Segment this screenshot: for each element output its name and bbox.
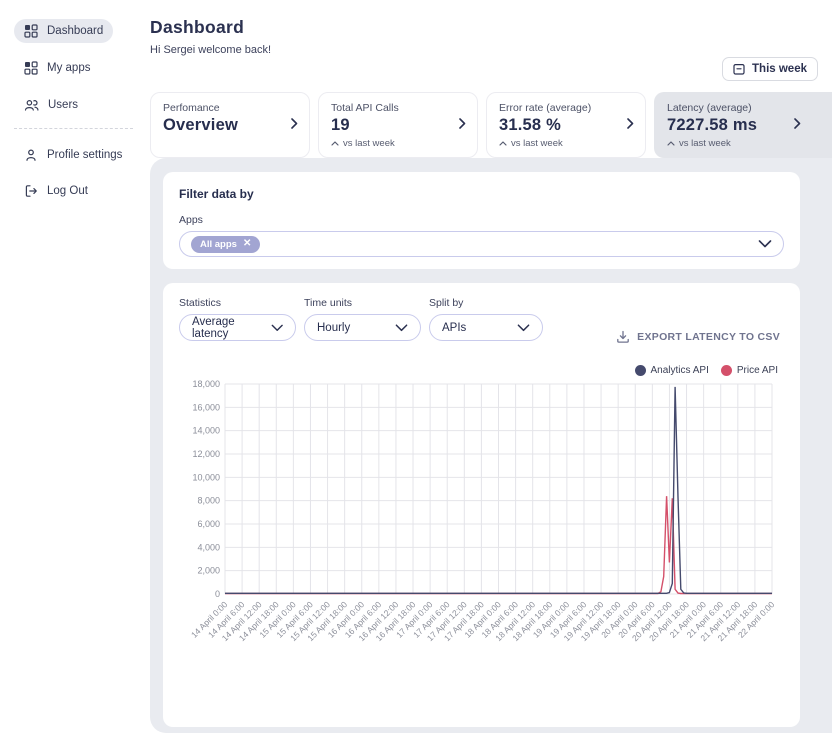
sidebar-item-label: Log Out	[47, 185, 88, 197]
statistics-label: Statistics	[179, 297, 296, 309]
stat-card-latency[interactable]: Latency (average) 7227.58 ms vs last wee…	[654, 92, 832, 158]
chip-label: All apps	[200, 239, 237, 250]
svg-text:16,000: 16,000	[192, 402, 220, 412]
svg-text:0: 0	[215, 589, 220, 599]
stat-card-label: Latency (average)	[667, 102, 819, 114]
chevron-right-icon	[459, 116, 466, 134]
chevron-down-icon	[758, 235, 772, 253]
stat-card-trend: vs last week	[667, 138, 819, 149]
calendar-icon	[733, 63, 745, 75]
grid-icon	[24, 61, 38, 75]
time-units-select[interactable]: Hourly	[304, 314, 421, 341]
stat-card-trend-label: vs last week	[679, 138, 731, 149]
svg-text:18,000: 18,000	[192, 379, 220, 389]
legend-item-price: Price API	[721, 365, 778, 376]
export-csv-label: EXPORT LATENCY TO CSV	[637, 331, 780, 343]
stat-card-error-rate[interactable]: Error rate (average) 31.58 % vs last wee…	[486, 92, 646, 158]
time-units-value: Hourly	[317, 322, 350, 334]
legend-label: Analytics API	[651, 365, 709, 376]
stat-card-trend: vs last week	[331, 138, 465, 149]
filter-panel: Filter data by Apps All apps ✕	[163, 172, 800, 269]
content-container: Filter data by Apps All apps ✕ Statistic…	[150, 158, 832, 733]
stat-card-label: Error rate (average)	[499, 102, 633, 114]
logout-icon	[24, 184, 38, 198]
chevron-down-icon	[517, 324, 530, 332]
export-csv-button[interactable]: EXPORT LATENCY TO CSV	[616, 330, 780, 344]
svg-text:8,000: 8,000	[197, 496, 220, 506]
time-units-label: Time units	[304, 297, 421, 309]
statistics-select[interactable]: Average latency	[179, 314, 296, 341]
chevron-down-icon	[271, 324, 283, 332]
sidebar-item-label: Profile settings	[47, 149, 122, 161]
split-by-value: APIs	[442, 322, 466, 334]
sidebar-item-label: Dashboard	[47, 25, 103, 37]
sidebar-item-label: My apps	[47, 62, 90, 74]
stat-card-total-api-calls[interactable]: Total API Calls 19 vs last week	[318, 92, 478, 158]
sidebar-item-dashboard[interactable]: Dashboard	[14, 19, 113, 43]
users-icon	[24, 98, 39, 112]
grid-icon	[24, 24, 38, 38]
chip-remove-icon[interactable]: ✕	[243, 239, 251, 249]
sidebar-item-label: Users	[48, 99, 78, 111]
stat-card-value: Overview	[163, 116, 297, 135]
chevron-down-icon	[395, 324, 408, 332]
download-icon	[616, 330, 630, 344]
apps-multiselect[interactable]: All apps ✕	[179, 231, 784, 257]
chevron-right-icon	[291, 116, 298, 134]
statistics-value: Average latency	[192, 316, 271, 340]
statistics-panel: Statistics Average latency Time units Ho…	[163, 283, 800, 727]
sidebar-item-profile-settings[interactable]: Profile settings	[14, 143, 132, 167]
this-week-button[interactable]: This week	[722, 57, 818, 81]
latency-chart: 0 2,000 4,000 6,000 8,000 10,000 12,000 14,000 1…	[179, 376, 784, 671]
chevron-right-icon	[627, 116, 634, 134]
stat-card-value: 19	[331, 116, 465, 135]
greeting-text: Hi Sergei welcome back!	[150, 44, 271, 56]
stat-card-performance[interactable]: Perfomance Overview	[150, 92, 310, 158]
split-by-select[interactable]: APIs	[429, 314, 543, 341]
stat-cards-row: Perfomance Overview Total API Calls 19 v…	[150, 92, 832, 158]
latency-chart-svg: 0 2,000 4,000 6,000 8,000 10,000 12,000 14,000 1…	[179, 376, 781, 666]
legend-dot	[635, 365, 646, 376]
sidebar-item-users[interactable]: Users	[14, 93, 88, 117]
all-apps-chip: All apps ✕	[191, 236, 260, 253]
stat-card-label: Perfomance	[163, 102, 297, 114]
stat-card-trend: vs last week	[499, 138, 633, 149]
legend-item-analytics: Analytics API	[635, 365, 709, 376]
svg-text:6,000: 6,000	[197, 519, 220, 529]
stat-card-label: Total API Calls	[331, 102, 465, 114]
stat-card-trend-label: vs last week	[343, 138, 395, 149]
apps-field-label: Apps	[179, 214, 784, 226]
legend-dot	[721, 365, 732, 376]
stat-card-trend-label: vs last week	[511, 138, 563, 149]
page-title: Dashboard	[150, 17, 244, 38]
chevron-right-icon	[794, 116, 801, 134]
time-units-control: Time units Hourly	[304, 297, 421, 341]
statistics-control: Statistics Average latency	[179, 297, 296, 341]
svg-text:10,000: 10,000	[192, 472, 220, 482]
svg-text:14,000: 14,000	[192, 426, 220, 436]
chevron-up-icon	[667, 141, 675, 146]
svg-text:4,000: 4,000	[197, 542, 220, 552]
chart-legend: Analytics API Price API	[179, 365, 784, 376]
svg-text:2,000: 2,000	[197, 566, 220, 576]
sidebar-item-my-apps[interactable]: My apps	[14, 56, 100, 80]
split-by-control: Split by APIs	[429, 297, 543, 341]
person-icon	[24, 148, 38, 162]
filter-title: Filter data by	[179, 187, 784, 201]
sidebar: Dashboard My apps Users Profile settings	[0, 0, 141, 748]
sidebar-divider	[14, 128, 133, 129]
legend-label: Price API	[737, 365, 778, 376]
sidebar-item-log-out[interactable]: Log Out	[14, 179, 98, 203]
stat-card-value: 31.58 %	[499, 116, 633, 135]
split-by-label: Split by	[429, 297, 543, 309]
svg-text:12,000: 12,000	[192, 449, 220, 459]
chevron-up-icon	[331, 141, 339, 146]
chevron-up-icon	[499, 141, 507, 146]
this-week-label: This week	[752, 63, 807, 75]
